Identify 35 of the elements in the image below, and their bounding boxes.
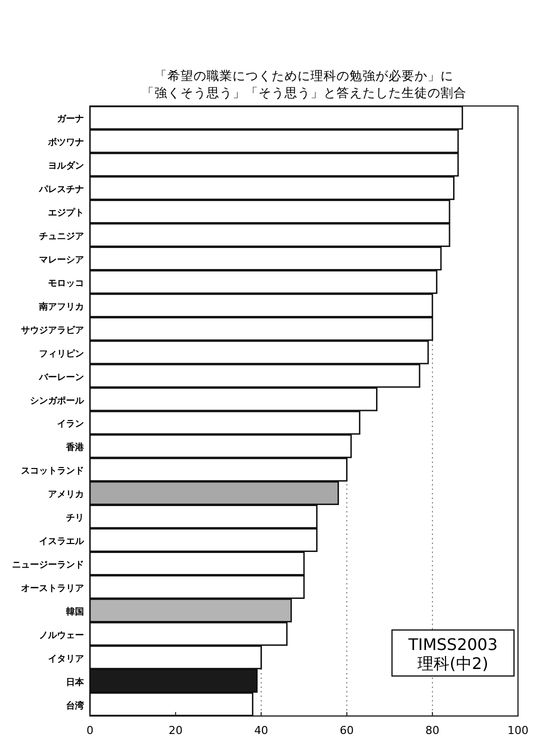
y-tick-label: 台湾 [66, 700, 85, 712]
y-tick-label: パレスチナ [38, 185, 84, 196]
y-tick-label: オーストラリア [21, 584, 84, 594]
y-tick-label: チュニジア [39, 232, 84, 242]
y-tick-label: ニュージーランド [12, 560, 84, 570]
y-tick-label: チリ [66, 514, 84, 524]
y-tick-label: ボツワナ [47, 137, 84, 148]
annotation: TIMSS2003 理科(中2) [407, 635, 498, 673]
x-tick-label: 20 [168, 724, 183, 737]
y-tick-label: フィリピン [39, 348, 84, 360]
y-tick-label: イスラエル [39, 537, 85, 548]
y-tick-label: サウジアラビア [21, 324, 84, 336]
y-tick-label: ノルウェー [39, 630, 84, 641]
y-tick-label: シンガポール [30, 395, 85, 406]
y-tick-label: スコットランド [21, 466, 84, 477]
x-tick-label: 100 [508, 724, 528, 737]
y-tick-label: エジプト [48, 208, 84, 219]
x-tick-label: 60 [340, 724, 354, 737]
y-tick-label: モロッコ [48, 278, 84, 289]
y-tick-label: ヨルダン [48, 160, 84, 172]
y-tick-label: 香港 [65, 442, 85, 454]
y-tick-label: アメリカ [48, 490, 84, 500]
y-tick-label: 南アフリカ [38, 301, 84, 312]
chart-subtitle: 「強くそう思う」「そう思う」と答えたした生徒の割合 [142, 85, 466, 100]
y-tick-label: 韓国 [66, 606, 84, 618]
y-tick-label: 日本 [66, 676, 85, 688]
x-tick-label: 0 [86, 724, 94, 737]
y-tick-label: イラン [57, 420, 84, 430]
x-tick-label: 40 [254, 724, 268, 737]
x-tick-label: 80 [425, 724, 440, 737]
y-tick-label: ガーナ [57, 114, 84, 125]
y-tick-label: イタリア [48, 653, 84, 664]
y-tick-label: バーレーン [38, 372, 84, 383]
chart-title: 「希望の職業につくために理科の勉強が必要か」に [154, 68, 454, 83]
y-tick-label: マレーシア [39, 256, 84, 266]
